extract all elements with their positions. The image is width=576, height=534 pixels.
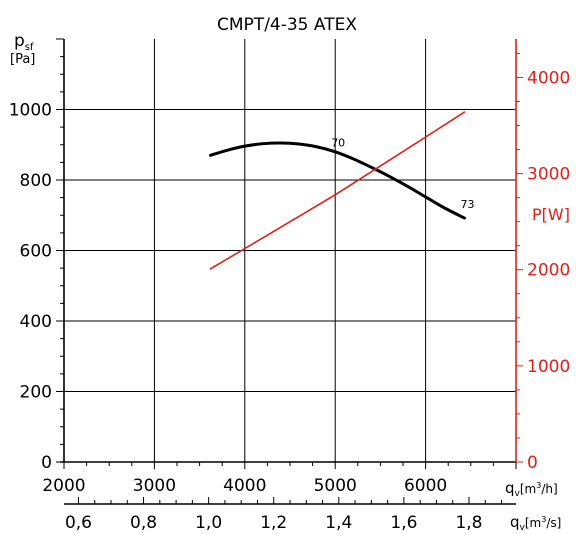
x-top-tick-label: 5000 <box>314 476 357 496</box>
chart-title: CMPT/4-35 ATEX <box>217 15 357 35</box>
y-right-tick-label: 0 <box>527 453 538 473</box>
y-right-tick-label: 1000 <box>527 357 570 377</box>
y-left-tick-label: 200 <box>20 383 52 403</box>
x-bottom-tick-label: 1,2 <box>260 513 287 533</box>
axes <box>56 38 523 505</box>
y-right-axis-label: P[W] <box>532 205 570 224</box>
x-bottom-axis-label: qv[m3/s] <box>510 513 561 533</box>
grid <box>64 39 516 462</box>
x-top-tick-label: 4000 <box>223 476 266 496</box>
y-left-tick-label: 1000 <box>9 101 52 121</box>
series-layer <box>208 111 466 270</box>
tick-labels: 0 200 400 600 800 1000 0 1000 2000 3000 4000 2000 30… <box>9 68 571 533</box>
y-right-tick-label: 4000 <box>527 68 570 88</box>
y-left-axis-unit: [Pa] <box>10 52 35 67</box>
pressure-curve <box>208 141 466 220</box>
x-bottom-tick-label: 1,8 <box>455 513 482 533</box>
x-bottom-tick-label: 0,8 <box>130 513 157 533</box>
power-curve <box>209 111 466 270</box>
x-bottom-tick-label: 1,6 <box>390 513 417 533</box>
y-left-tick-label: 800 <box>20 171 52 191</box>
curve-annotation: 70 <box>331 136 345 149</box>
x-top-tick-label: 3000 <box>133 476 176 496</box>
y-left-tick-label: 600 <box>20 242 52 262</box>
y-right-tick-label: 3000 <box>527 165 570 185</box>
x-top-tick-label: 6000 <box>404 476 447 496</box>
x-top-axis-label: qv[m3/h] <box>505 479 558 499</box>
x-bottom-tick-label: 1,4 <box>325 513 352 533</box>
x-bottom-tick-label: 1,0 <box>195 513 222 533</box>
x-bottom-tick-label: 0,6 <box>65 513 92 533</box>
y-right-tick-label: 2000 <box>527 261 570 281</box>
x-top-tick-label: 2000 <box>42 476 85 496</box>
curve-annotation: 73 <box>460 198 474 211</box>
y-left-axis-label: psf <box>14 31 34 53</box>
y-left-tick-label: 400 <box>20 312 52 332</box>
y-left-tick-label: 0 <box>41 453 52 473</box>
